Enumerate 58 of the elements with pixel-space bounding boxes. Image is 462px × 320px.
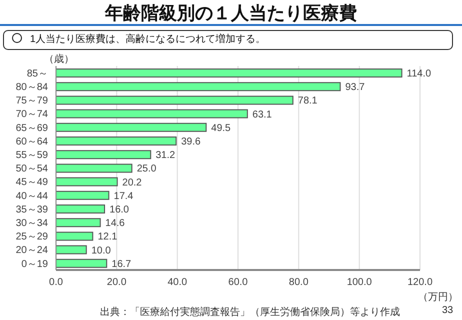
y-tick-label: 35～39 [16,204,48,216]
chart-subtitle: 1人当たり医療費は、高齢になるにつれて増加する。 [30,34,266,45]
bar [56,232,94,241]
y-tick-label: 65～69 [16,122,48,134]
y-tick-label: 60～64 [16,136,48,148]
x-tick-label: 80.0 [288,277,309,288]
x-tick-label: 60.0 [228,277,248,288]
y-axis-title: （歳） [44,52,74,66]
y-tick-label: 40～44 [16,190,48,202]
y-tick-label: 45～49 [16,177,48,188]
y-tick-label: 70～74 [16,109,48,120]
bar [56,245,87,254]
x-tick-label: 0.0 [49,277,64,288]
data-label: 93.7 [345,82,366,94]
bar [56,68,402,78]
bar [56,190,110,200]
y-tick-label: 20～24 [16,245,48,256]
data-label: 63.1 [252,109,272,120]
data-label: 20.2 [122,177,142,188]
x-tick-label: 100.0 [346,277,372,288]
y-tick-label: 0～19 [21,258,48,270]
bar [56,136,177,146]
data-label: 12.1 [98,232,118,243]
x-tick-label: 120.0 [407,277,433,288]
x-axis-title: （万円） [418,291,458,304]
data-label: 16.7 [112,258,132,270]
y-tick-label: 25～29 [16,232,48,243]
data-label: 25.0 [136,164,157,175]
y-tick-label: 75～79 [16,96,48,107]
bar [56,122,207,132]
bar [56,218,101,228]
bar [56,109,248,118]
chart-title: 年齢階級別の１人当たり医療費 [104,2,358,25]
y-tick-label: 85～ [26,68,48,80]
data-label: 16.0 [110,204,130,216]
bar [56,96,294,105]
data-label: 14.6 [105,218,126,230]
data-label: 114.0 [406,68,432,80]
bar [56,82,341,92]
x-tick-label: 20.0 [106,277,127,288]
bar [56,204,106,214]
y-tick-label: 50～54 [16,164,48,175]
bar [56,177,118,186]
y-tick-label: 55～59 [16,150,48,161]
bar [56,164,132,173]
data-label: 78.1 [298,96,318,107]
data-label: 49.5 [211,122,232,134]
y-tick-label: 80～84 [16,82,48,93]
data-label: 17.4 [114,190,134,202]
bar [56,258,108,268]
data-label: 31.2 [156,150,176,162]
text: 33 [442,305,454,316]
source-note: 出典：「医療給付実態調査報告」（厚生労働省保険局）等より作成 [100,306,400,319]
data-label: 10.0 [91,245,112,256]
y-tick-label: 30～34 [16,218,48,229]
data-label: 39.6 [181,136,202,148]
bar [56,150,152,160]
x-tick-label: 40.0 [168,277,188,288]
